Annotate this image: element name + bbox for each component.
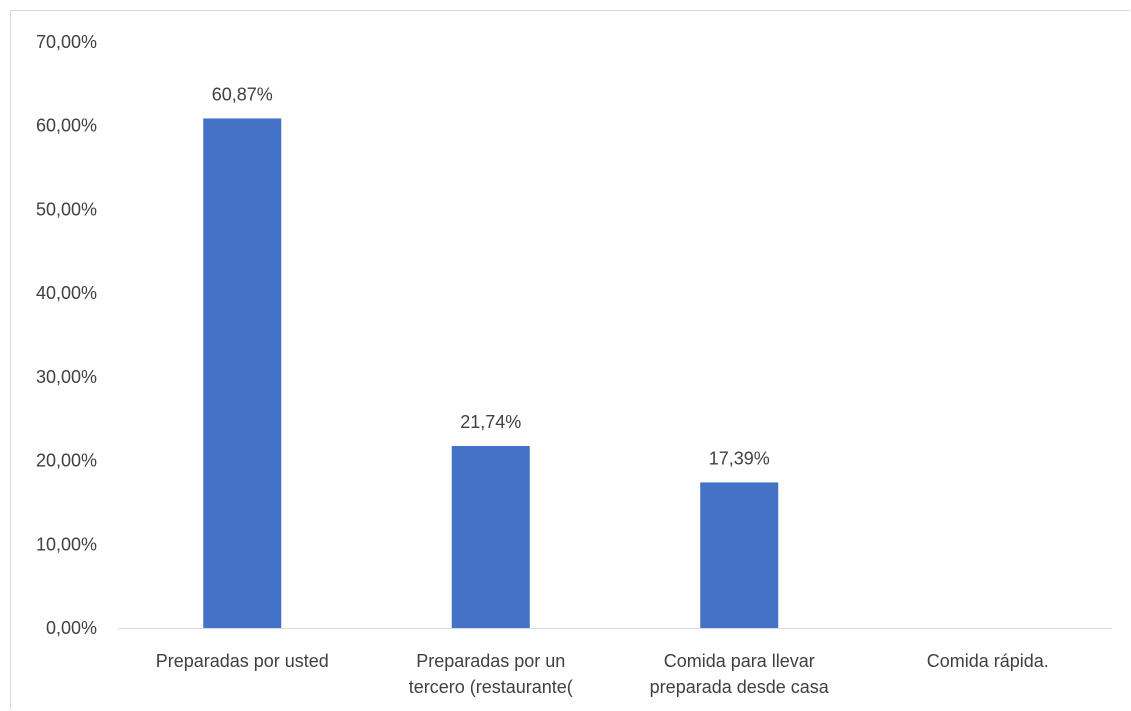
data-labels: 60,87% 21,74% 17,39% [212, 84, 770, 468]
y-tick-label: 60,00% [36, 116, 97, 136]
category-label: Preparadas por usted [156, 651, 329, 671]
y-tick-label: 50,00% [36, 199, 97, 219]
category-label: Comida para llevar preparada desde casa [650, 651, 830, 697]
y-axis-ticks: 0,00% 10,00% 20,00% 30,00% 40,00% 50,00% 60,00… [36, 32, 97, 638]
data-label: 21,74% [460, 412, 521, 432]
data-label: 17,39% [709, 448, 770, 468]
y-tick-label: 70,00% [36, 32, 97, 52]
chart-frame [10, 10, 1130, 710]
bar [203, 118, 282, 628]
category-label: Preparadas por un tercero (restaurante( [409, 651, 573, 697]
category-labels: Preparadas por usted Preparadas por un ter… [156, 651, 1049, 697]
bar [700, 482, 779, 628]
y-tick-label: 40,00% [36, 283, 97, 303]
bars [203, 118, 779, 628]
y-tick-label: 20,00% [36, 451, 97, 471]
bar [451, 446, 530, 628]
data-label: 60,87% [212, 84, 273, 104]
category-label: Comida rápida. [927, 651, 1049, 671]
y-tick-label: 10,00% [36, 534, 97, 554]
y-tick-label: 30,00% [36, 367, 97, 387]
y-tick-label: 0,00% [46, 618, 97, 638]
